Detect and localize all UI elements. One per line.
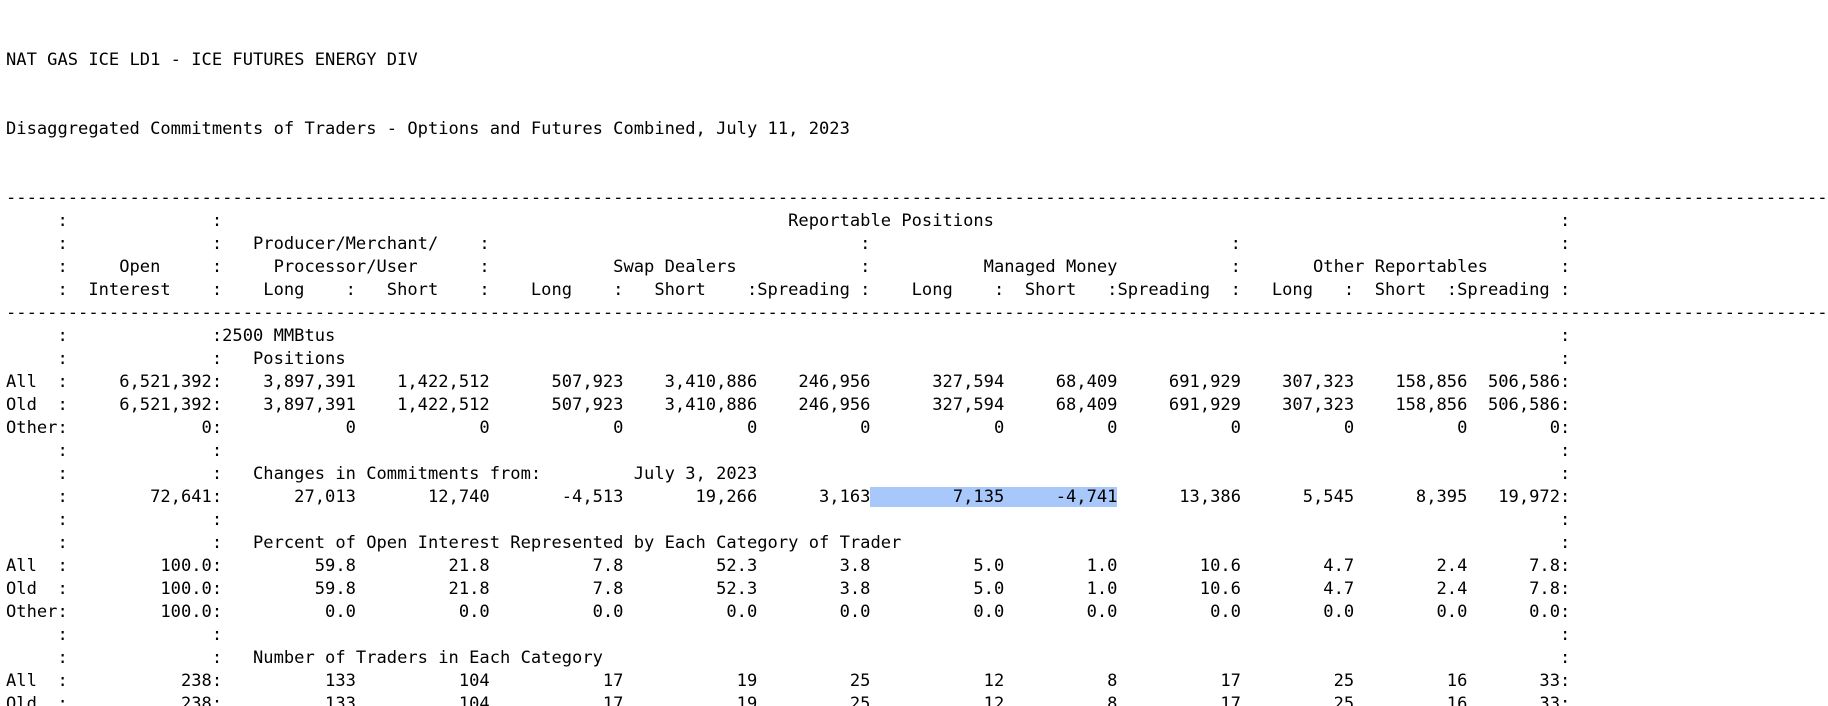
row-changes: : 72,641: 27,013 12,740 -4,513 19,266 3,… xyxy=(6,486,1828,509)
header-groups-row-1: : : Producer/Merchant/ : : : : xyxy=(6,234,1571,254)
unit-label-row: : :2500 MMBtus : xyxy=(6,326,1571,346)
report-title: NAT GAS ICE LD1 - ICE FUTURES ENERGY DIV xyxy=(6,50,418,70)
row-positions-all: All : 6,521,392: 3,897,391 1,422,512 507… xyxy=(6,372,1571,392)
spacer-row-1: : : : xyxy=(6,441,1571,461)
header-column-labels: : Interest : Long : Short : Long : Short… xyxy=(6,280,1571,300)
caption-percent: : : Percent of Open Interest Represented… xyxy=(6,533,1571,553)
caption-positions: : : Positions : xyxy=(6,349,1571,369)
separator-header: ----------------------------------------… xyxy=(6,303,1828,323)
row-percent-all: All : 100.0: 59.8 21.8 7.8 52.3 3.8 5.0 … xyxy=(6,556,1571,576)
row-percent-old: Old : 100.0: 59.8 21.8 7.8 52.3 3.8 5.0 … xyxy=(6,579,1571,599)
changes-pre-selection-text: : 72,641: 27,013 12,740 -4,513 19,266 3,… xyxy=(6,487,871,507)
text-selection-highlight: 7,135 -4,741 xyxy=(870,487,1118,507)
row-percent-other: Other: 100.0: 0.0 0.0 0.0 0.0 0.0 0.0 0.… xyxy=(6,602,1571,622)
row-positions-old: Old : 6,521,392: 3,897,391 1,422,512 507… xyxy=(6,395,1571,415)
caption-changes: : : Changes in Commitments from: July 3,… xyxy=(6,464,1571,484)
header-reportable-positions: : : Reportable Positions : xyxy=(6,211,1571,231)
header-groups-row-2: : Open : Processor/User : Swap Dealers :… xyxy=(6,257,1571,277)
spacer-row-3: : : : xyxy=(6,625,1571,645)
report-body: ----------------------------------------… xyxy=(6,187,1828,706)
spacer-row-2: : : : xyxy=(6,510,1571,530)
row-traders-all: All : 238: 133 104 17 19 25 12 8 17 25 1… xyxy=(6,671,1571,691)
changes-post-selection-text: 13,386 5,545 8,395 19,972: xyxy=(1117,487,1571,507)
report-subtitle: Disaggregated Commitments of Traders - O… xyxy=(6,119,850,139)
caption-traders: : : Number of Traders in Each Category : xyxy=(6,648,1571,668)
row-traders-old: Old : 238: 133 104 17 19 25 12 8 17 25 1… xyxy=(6,694,1571,706)
row-positions-other: Other: 0: 0 0 0 0 0 0 0 0 0 0 0: xyxy=(6,418,1571,438)
separator-top: ----------------------------------------… xyxy=(6,188,1828,208)
